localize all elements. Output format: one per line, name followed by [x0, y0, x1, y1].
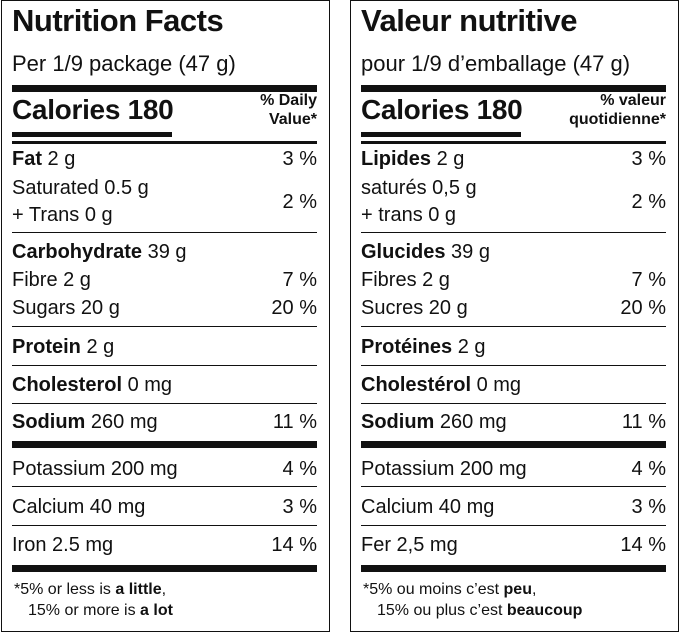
calories: Calories 180	[361, 94, 523, 125]
divider	[12, 565, 317, 572]
divider	[361, 85, 666, 92]
divider	[361, 232, 666, 233]
divider	[361, 565, 666, 572]
divider	[12, 441, 317, 448]
divider	[12, 365, 317, 366]
footnote: *5% or less is a little, 15% or more is …	[14, 581, 173, 619]
divider	[361, 326, 666, 327]
divider	[12, 232, 317, 233]
divider	[12, 486, 317, 487]
nutrition-facts-panel-english: Nutrition Facts Per 1/9 package (47 g) C…	[1, 0, 330, 632]
footnote: *5% ou moins c’est peu, 15% ou plus c’es…	[363, 581, 583, 619]
divider	[12, 525, 317, 526]
divider	[12, 132, 172, 137]
calories: Calories 180	[12, 94, 174, 125]
serving-size: Per 1/9 package (47 g)	[12, 51, 236, 76]
nutrition-facts-panel-french: Valeur nutritive pour 1/9 d’emballage (4…	[350, 0, 679, 632]
divider	[12, 326, 317, 327]
divider	[361, 486, 666, 487]
divider	[361, 525, 666, 526]
divider	[361, 132, 521, 137]
serving-size: pour 1/9 d’emballage (47 g)	[361, 51, 631, 76]
panel-title: Valeur nutritive	[361, 3, 577, 38]
daily-value-header: % Daily Value*	[260, 92, 317, 128]
daily-value-header: % valeur quotidienne*	[569, 92, 666, 128]
divider	[361, 141, 666, 144]
divider	[361, 441, 666, 448]
divider	[12, 403, 317, 404]
divider	[361, 365, 666, 366]
divider	[361, 403, 666, 404]
divider	[12, 141, 317, 144]
divider	[12, 85, 317, 92]
panel-title: Nutrition Facts	[12, 3, 224, 38]
